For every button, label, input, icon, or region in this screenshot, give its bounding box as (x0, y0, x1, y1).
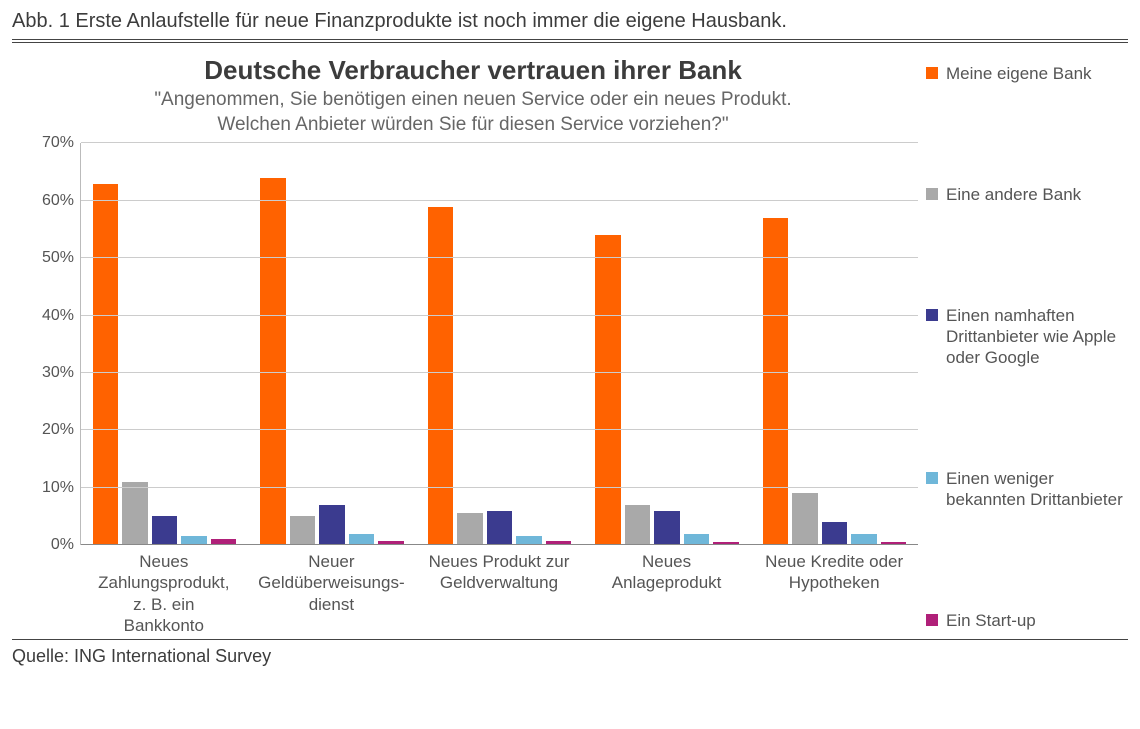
x-tick-label: Neuer Geldüberweisungs- dienst (248, 545, 416, 631)
legend-swatch (926, 67, 938, 79)
bar (595, 235, 620, 545)
legend-swatch (926, 188, 938, 200)
bar (260, 178, 285, 545)
x-tick-label: Neues Anlageprodukt (583, 545, 751, 631)
legend-swatch (926, 614, 938, 626)
chart-subtitle: "Angenommen, Sie benötigen einen neuen S… (28, 88, 918, 137)
bar-group (81, 143, 248, 545)
y-tick-label: 0% (51, 536, 74, 554)
x-tick-label: Neue Kredite oder Hypotheken (750, 545, 918, 631)
bar-group (751, 143, 918, 545)
x-axis: Neues Zahlungsprodukt, z. B. ein Bankkon… (28, 545, 918, 631)
y-tick-label: 40% (42, 307, 74, 325)
y-tick-label: 10% (42, 479, 74, 497)
y-tick-label: 50% (42, 249, 74, 267)
legend-item: Ein Start-up (926, 610, 1128, 631)
legend-item: Eine andere Bank (926, 184, 1128, 205)
legend-item: Einen namhaften Drittanbieter wie Apple … (926, 305, 1128, 369)
legend-label: Einen weniger bekannten Drittanbieter (946, 468, 1128, 511)
bar (93, 184, 118, 545)
y-axis: 0%10%20%30%40%50%60%70% (28, 143, 80, 545)
x-tick-label: Neues Produkt zur Geldverwaltung (415, 545, 583, 631)
bar (319, 505, 344, 545)
legend-label: Meine eigene Bank (946, 63, 1092, 84)
x-tick-label: Neues Zahlungsprodukt, z. B. ein Bankkon… (80, 545, 248, 631)
bar (457, 513, 482, 545)
bar (822, 522, 847, 545)
y-tick-label: 60% (42, 192, 74, 210)
legend-label: Ein Start-up (946, 610, 1036, 631)
bar (290, 516, 315, 545)
legend-label: Einen namhaften Drittanbieter wie Apple … (946, 305, 1128, 369)
bar (122, 482, 147, 545)
bar-group (416, 143, 583, 545)
legend-swatch (926, 309, 938, 321)
chart-container: Deutsche Verbraucher vertrauen ihrer Ban… (12, 43, 1128, 631)
legend: Meine eigene Bank Eine andere Bank Einen n… (918, 51, 1128, 631)
y-tick-label: 30% (42, 364, 74, 382)
bar (792, 493, 817, 545)
bar (763, 218, 788, 545)
bar (152, 516, 177, 545)
y-tick-label: 20% (42, 421, 74, 439)
bar (625, 505, 650, 545)
legend-item: Meine eigene Bank (926, 63, 1128, 84)
bar (487, 511, 512, 545)
y-tick-label: 70% (42, 134, 74, 152)
legend-swatch (926, 472, 938, 484)
bar-group (248, 143, 415, 545)
bar-group (583, 143, 750, 545)
bar (654, 511, 679, 545)
chart-title: Deutsche Verbraucher vertrauen ihrer Ban… (28, 55, 918, 86)
plot-area (80, 143, 918, 545)
legend-label: Eine andere Bank (946, 184, 1081, 205)
legend-item: Einen weniger bekannten Drittanbieter (926, 468, 1128, 511)
source-line: Quelle: ING International Survey (12, 640, 1128, 667)
figure-caption: Abb. 1 Erste Anlaufstelle für neue Finan… (12, 6, 1128, 40)
